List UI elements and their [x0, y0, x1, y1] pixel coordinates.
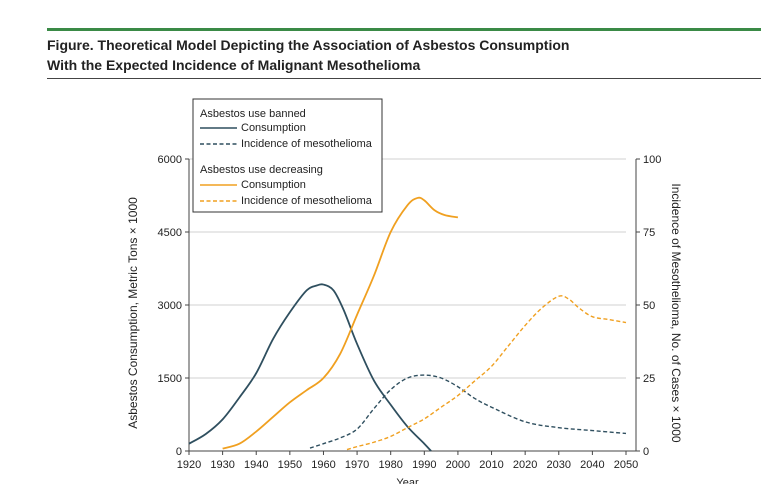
y-left-tick-label: 6000 — [158, 154, 182, 166]
y-right-tick-label: 25 — [643, 373, 655, 385]
x-tick-label: 1990 — [412, 459, 436, 471]
legend-box — [192, 98, 383, 213]
x-tick-label: 2050 — [614, 459, 638, 471]
x-tick-label: 2040 — [580, 459, 604, 471]
legend-label-decreasing-consumption: Consumption — [241, 179, 306, 191]
y-left-tick-label: 0 — [176, 446, 182, 458]
series-banned-incidence — [309, 374, 627, 449]
y-axis-left-label: Asbestos Consumption, Metric Tons × 1000 — [126, 197, 140, 429]
x-tick-label: 2010 — [479, 459, 503, 471]
series-decreasing-incidence — [346, 295, 627, 451]
x-tick-label: 1970 — [345, 459, 369, 471]
series — [188, 196, 627, 452]
x-tick-label: 2020 — [513, 459, 537, 471]
y-left-tick-label: 3000 — [158, 300, 182, 312]
series-decreasing-consumption — [222, 196, 459, 450]
x-tick-label: 1930 — [210, 459, 234, 471]
axes: 0 1500 3000 4500 6000 0 25 50 75 100 1920 1930 1940 1… — [126, 154, 683, 484]
series-banned-consumption — [188, 283, 432, 452]
legend-label-banned-consumption: Consumption — [241, 122, 306, 134]
x-tick-label: 2000 — [446, 459, 470, 471]
legend-group1-title: Asbestos use banned — [200, 108, 306, 120]
x-tick-label: 1950 — [278, 459, 302, 471]
y-right-tick-label: 50 — [643, 300, 655, 312]
y-left-tick-label: 1500 — [158, 373, 182, 385]
y-right-tick-label: 100 — [643, 154, 661, 166]
title-accent-bar — [47, 28, 761, 31]
figure-title-line-1: Figure. Theoretical Model Depicting the … — [47, 37, 570, 53]
legend: Asbestos use banned Consumption Incidenc… — [192, 98, 383, 213]
legend-label-decreasing-incidence: Incidence of mesothelioma — [241, 195, 373, 207]
legend-label-banned-incidence: Incidence of mesothelioma — [241, 138, 373, 150]
grid — [189, 158, 626, 379]
x-tick-label: 2030 — [547, 459, 571, 471]
x-tick-label: 1960 — [311, 459, 335, 471]
x-tick-label: 1920 — [177, 459, 201, 471]
x-tick-label: 1940 — [244, 459, 268, 471]
figure-title: Figure. Theoretical Model Depicting the … — [47, 35, 761, 75]
y-left-tick-label: 4500 — [158, 227, 182, 239]
y-right-tick-label: 0 — [643, 446, 649, 458]
y-right-tick-label: 75 — [643, 227, 655, 239]
y-axis-right-label: Incidence of Mesothelioma, No. of Cases … — [669, 183, 683, 442]
x-tick-label: 1980 — [378, 459, 402, 471]
legend-group2-title: Asbestos use decreasing — [200, 164, 323, 176]
figure-title-line-2: With the Expected Incidence of Malignant… — [47, 57, 421, 73]
x-axis-label: Year — [396, 477, 419, 484]
title-divider — [47, 78, 761, 79]
